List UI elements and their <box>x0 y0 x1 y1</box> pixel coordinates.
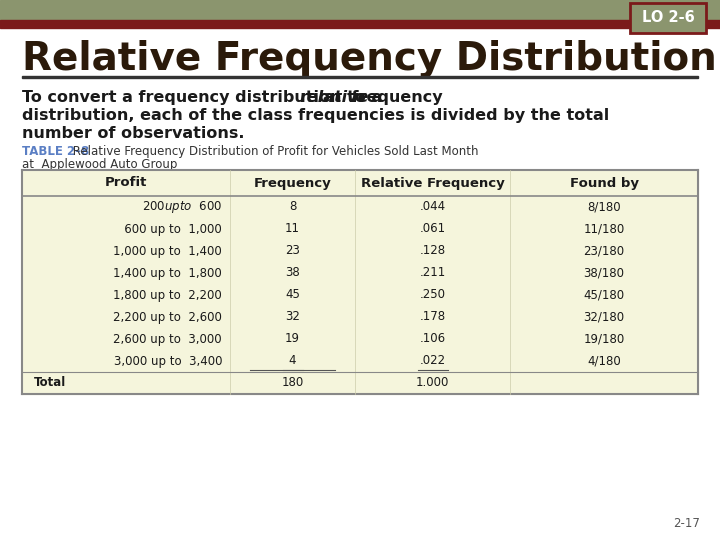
Text: Profit: Profit <box>105 177 147 190</box>
Text: 38: 38 <box>285 267 300 280</box>
Text: 600 up to  1,000: 600 up to 1,000 <box>113 222 222 235</box>
Text: .128: .128 <box>420 245 446 258</box>
Text: 23/180: 23/180 <box>583 245 624 258</box>
Text: distribution, each of the class frequencies is divided by the total: distribution, each of the class frequenc… <box>22 108 609 123</box>
Text: .022: .022 <box>420 354 446 368</box>
Text: 11/180: 11/180 <box>583 222 625 235</box>
Text: 38/180: 38/180 <box>583 267 624 280</box>
Bar <box>0 0 720 20</box>
Text: To convert a frequency distribution to a: To convert a frequency distribution to a <box>22 90 388 105</box>
Text: 45: 45 <box>285 288 300 301</box>
Text: 2-17: 2-17 <box>673 517 700 530</box>
Text: Relative Frequency Distribution: Relative Frequency Distribution <box>22 40 716 78</box>
Text: 32: 32 <box>285 310 300 323</box>
Text: 4: 4 <box>289 354 296 368</box>
Text: 8/180: 8/180 <box>588 200 621 213</box>
Text: 1,400 up to  1,800: 1,400 up to 1,800 <box>113 267 222 280</box>
Text: 45/180: 45/180 <box>583 288 624 301</box>
Text: 180: 180 <box>282 376 304 389</box>
Text: at  Applewood Auto Group: at Applewood Auto Group <box>22 158 177 171</box>
Text: Relative Frequency Distribution of Profit for Vehicles Sold Last Month: Relative Frequency Distribution of Profi… <box>69 145 479 158</box>
Text: number of observations.: number of observations. <box>22 126 245 141</box>
Text: 2,200 up to  2,600: 2,200 up to 2,600 <box>113 310 222 323</box>
Text: $ 200 up to $  600: $ 200 up to $ 600 <box>142 199 222 215</box>
Text: 1.000: 1.000 <box>416 376 449 389</box>
Text: Relative Frequency: Relative Frequency <box>361 177 505 190</box>
Text: frequency: frequency <box>346 90 443 105</box>
Text: Frequency: Frequency <box>253 177 331 190</box>
Text: .106: .106 <box>420 333 446 346</box>
Bar <box>630 3 706 33</box>
Text: 11: 11 <box>285 222 300 235</box>
Text: .061: .061 <box>420 222 446 235</box>
Text: .211: .211 <box>419 267 446 280</box>
Text: TABLE 2–8: TABLE 2–8 <box>22 145 89 158</box>
Text: 2,600 up to  3,000: 2,600 up to 3,000 <box>113 333 222 346</box>
Text: 1,800 up to  2,200: 1,800 up to 2,200 <box>113 288 222 301</box>
Text: 32/180: 32/180 <box>583 310 624 323</box>
Text: .044: .044 <box>420 200 446 213</box>
Bar <box>22 170 698 394</box>
Bar <box>0 20 720 28</box>
Text: 1,000 up to  1,400: 1,000 up to 1,400 <box>113 245 222 258</box>
Text: Total: Total <box>34 376 66 389</box>
Text: LO 2-6: LO 2-6 <box>642 10 694 25</box>
Text: .178: .178 <box>420 310 446 323</box>
Text: 19: 19 <box>285 333 300 346</box>
Text: .250: .250 <box>420 288 446 301</box>
Text: 4/180: 4/180 <box>587 354 621 368</box>
Text: 3,000 up to  3,400: 3,000 up to 3,400 <box>114 354 222 368</box>
Text: 19/180: 19/180 <box>583 333 625 346</box>
Text: Found by: Found by <box>570 177 639 190</box>
Text: 8: 8 <box>289 200 296 213</box>
Text: relative: relative <box>300 90 369 105</box>
Text: 23: 23 <box>285 245 300 258</box>
Bar <box>22 76 698 78</box>
